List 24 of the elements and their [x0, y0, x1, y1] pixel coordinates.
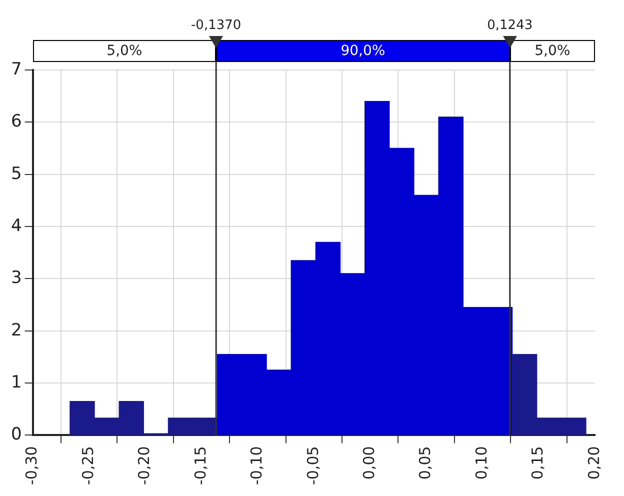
text: 5,0% [106, 43, 142, 59]
x-tick-label: -0,20 [135, 446, 154, 485]
x-tick-label: -0,05 [304, 446, 322, 485]
y-tick-label: 6 [10, 112, 22, 132]
y-tick-label: 0 [10, 424, 22, 445]
y-tick-label: 3 [10, 268, 22, 288]
y-tick-label: 1 [10, 372, 22, 392]
ref-line-label: -0,1370 [190, 18, 242, 33]
y-tick-label: 2 [10, 320, 22, 340]
x-tick-label: -0,15 [191, 446, 210, 485]
y-tick-label: 5 [10, 164, 22, 184]
y-tick-label: 4 [10, 216, 22, 236]
x-tick-label: 0,05 [416, 446, 434, 480]
x-tick-label: -0,10 [248, 446, 266, 485]
x-tick-label: 0,10 [472, 446, 490, 480]
y-tick-label: 7 [10, 59, 22, 80]
x-tick-label: 0,20 [584, 446, 603, 480]
x-tick-label: -0,30 [22, 446, 41, 485]
text: 90,0% [340, 43, 386, 59]
x-tick-label: -0,25 [78, 446, 97, 485]
ref-line-label: 0,1243 [487, 18, 533, 33]
x-tick-label: 0,00 [360, 446, 378, 480]
text: 5,0% [534, 43, 570, 59]
x-tick-label: 0,15 [528, 446, 547, 480]
